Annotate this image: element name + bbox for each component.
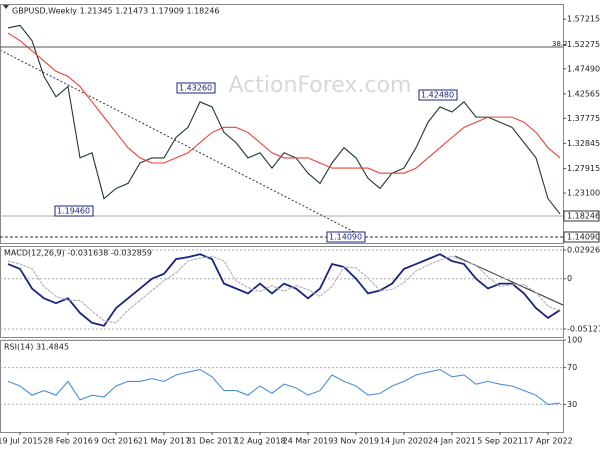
price-tag: 1.14090 xyxy=(567,233,600,242)
series-line xyxy=(7,368,561,405)
x-tick-label: 28 Feb 2016 xyxy=(43,437,93,446)
price-tag-box xyxy=(563,210,600,222)
x-tick-label: 14 Jun 2020 xyxy=(380,437,428,446)
y-tick-label: 1.32845 xyxy=(567,139,600,148)
annotation: 1.19460 xyxy=(57,207,90,216)
y-tick-label: 0.029261 xyxy=(567,246,600,255)
x-tick-label: 17 Apr 2022 xyxy=(523,437,572,446)
panel-title: MACD(12,26,9) -0.031638 -0.032859 xyxy=(4,249,152,258)
x-tick-label: 21 May 2017 xyxy=(138,437,190,446)
panel-title: RSI(14) 31.4845 xyxy=(4,343,69,352)
series-line xyxy=(7,253,561,327)
y-tick-label: 1.47490 xyxy=(567,64,600,73)
y-tick-label: 1.37775 xyxy=(567,114,600,123)
y-tick-label: 1.42565 xyxy=(567,89,600,98)
panel-frame xyxy=(0,4,564,244)
x-tick-label: 5 Sep 2021 xyxy=(477,437,523,446)
price-tag-box xyxy=(563,231,600,243)
annotation: 1.42480 xyxy=(421,91,454,100)
y-tick-label: 1.52275 xyxy=(567,40,600,49)
x-tick-label: 19 Jul 2015 xyxy=(0,437,43,446)
x-tick-label: 24 Jan 2021 xyxy=(428,437,476,446)
annotation-box xyxy=(176,82,216,94)
price-tag: 1.18246 xyxy=(567,212,600,221)
y-tick-label: -0.051279 xyxy=(567,324,600,333)
watermark: ActionForex.com xyxy=(229,73,412,98)
y-tick-label: 1.57215 xyxy=(567,15,600,24)
panel-frame xyxy=(0,246,564,338)
y-tick-label: 100 xyxy=(567,336,582,345)
y-tick-label: 30 xyxy=(567,400,577,409)
x-tick-label: 31 Dec 2017 xyxy=(186,437,237,446)
series-line xyxy=(7,24,561,215)
annotation-box xyxy=(418,89,458,101)
series-line xyxy=(7,32,561,174)
y-tick-label: 1.23100 xyxy=(567,189,600,198)
series-line xyxy=(7,255,561,324)
annotation-box xyxy=(326,231,366,243)
panel-title: GBPUSD,Weekly 1.21345 1.21473 1.17909 1.… xyxy=(12,7,220,16)
y-tick-label: 70 xyxy=(567,363,577,372)
x-tick-label: 3 Nov 2019 xyxy=(333,437,379,446)
x-tick-label: 9 Oct 2016 xyxy=(94,437,138,446)
annotation-box xyxy=(54,205,94,217)
annotation: 1.43260 xyxy=(179,84,212,93)
y-tick-label: 0 xyxy=(567,274,572,283)
x-tick-label: 12 Aug 2018 xyxy=(234,437,285,446)
title-arrow xyxy=(3,5,9,9)
x-tick-label: 24 Mar 2019 xyxy=(283,437,334,446)
annotation: 38.2 xyxy=(552,40,568,48)
y-tick-label: 1.27915 xyxy=(567,164,600,173)
annotation: 1.14090 xyxy=(329,233,362,242)
